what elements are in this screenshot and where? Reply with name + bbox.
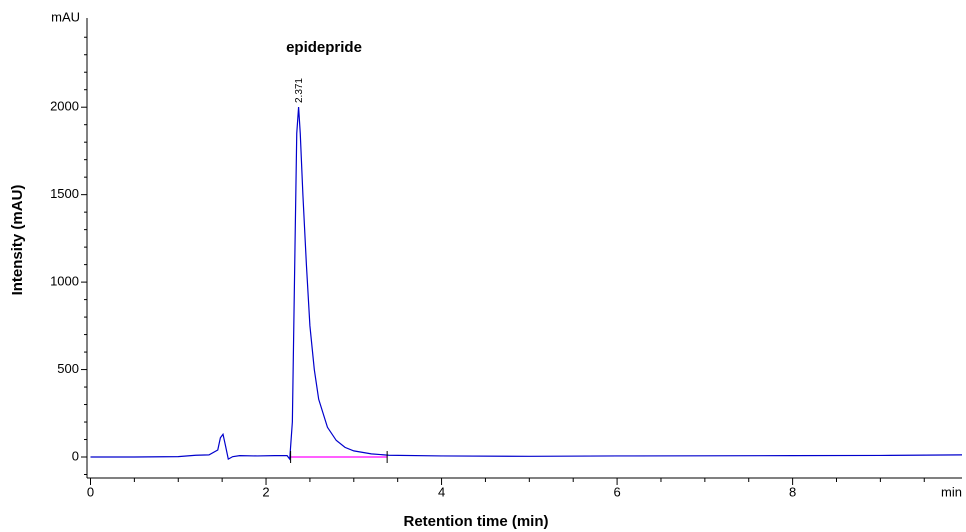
y-tick-label: 1500 <box>50 186 79 201</box>
peak-name: epidepride <box>286 39 362 56</box>
y-axis-title: Intensity (mAU) <box>9 185 26 296</box>
x-tick-label: 0 <box>87 484 94 499</box>
signal-trace <box>90 106 963 461</box>
x-unit: min <box>941 484 962 499</box>
peak-label: 2.371 <box>294 78 305 103</box>
x-tick-label: 6 <box>613 484 620 499</box>
x-tick-label: 2 <box>262 484 269 499</box>
y-tick-label: 1000 <box>50 274 79 289</box>
y-tick-label: 2000 <box>50 99 79 114</box>
y-tick-label: 0 <box>72 448 79 463</box>
x-tick-label: 4 <box>438 484 445 499</box>
y-tick-label: 500 <box>57 361 79 376</box>
y-unit: mAU <box>51 9 80 24</box>
x-axis-title: Retention time (min) <box>404 513 549 530</box>
x-tick-label: 8 <box>789 484 796 499</box>
